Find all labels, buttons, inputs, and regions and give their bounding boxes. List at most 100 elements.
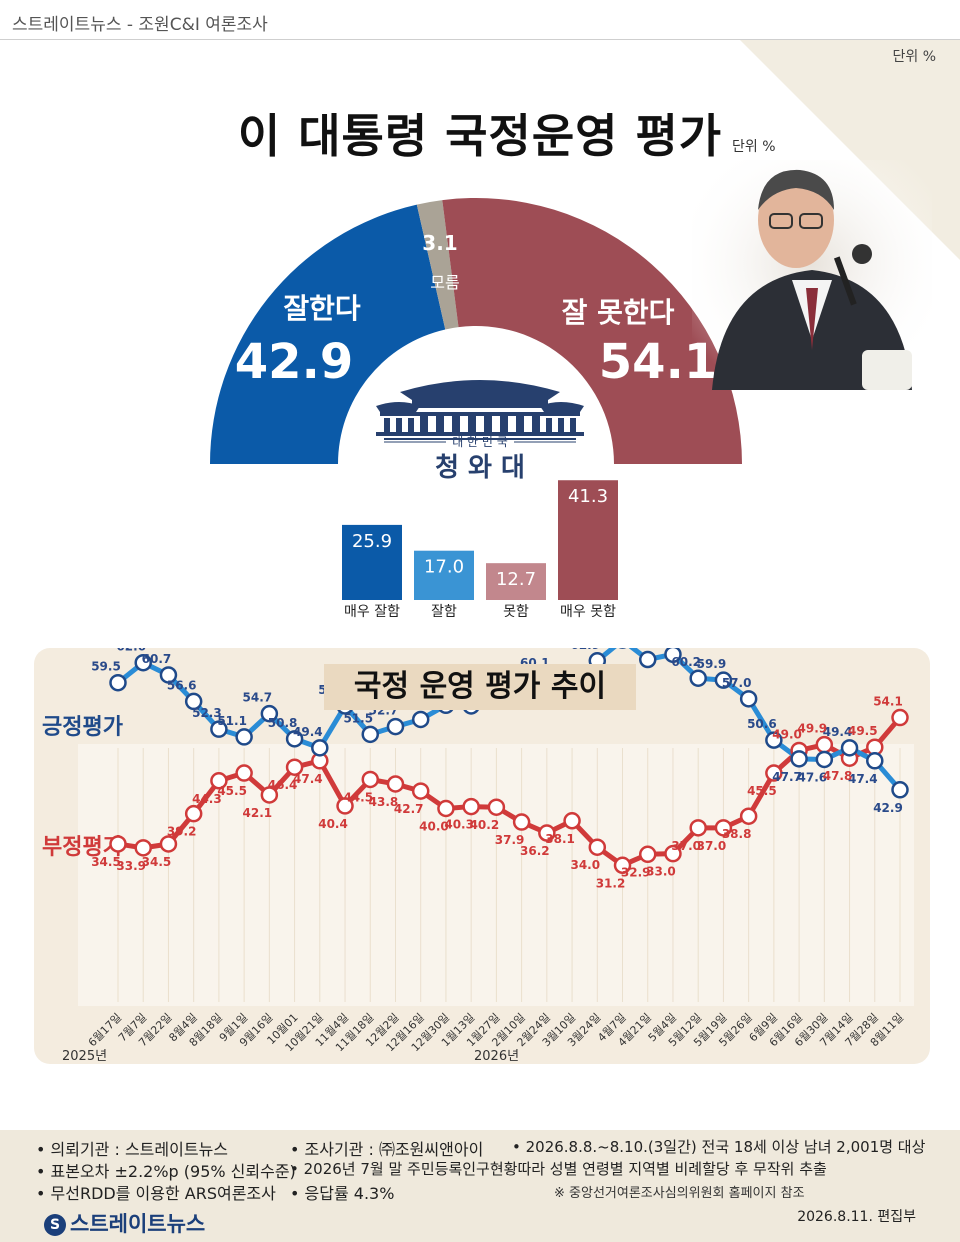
positive-point (386, 717, 405, 736)
positive-point (765, 731, 783, 749)
footer (0, 1130, 960, 1242)
negative-point (184, 804, 203, 823)
negative-point (159, 835, 178, 853)
footer-period: • 2026.8.8.~8.10.(3일간) 전국 18세 이상 남녀 2,00… (512, 1138, 926, 1156)
negative-point (134, 839, 152, 857)
positive-data-label: 47.4 (848, 772, 878, 786)
negative-data-label: 46.4 (268, 778, 298, 792)
negative-point (462, 797, 480, 816)
positive-data-label: 49.4 (823, 725, 853, 739)
detail-bar-label: 매우 못함 (560, 604, 616, 620)
footer-error: • 표본오차 ±2.2%p (95% 신뢰수준) (36, 1162, 296, 1181)
positive-point (714, 671, 733, 689)
negative-data-label: 39.2 (167, 825, 197, 839)
negative-data-label: 37.9 (495, 833, 525, 847)
negative-data-label: 37.0 (671, 839, 701, 853)
source-line: 스트레이트뉴스 - 조원C&I 여론조사 (12, 15, 268, 35)
emblem-name-label: 청 와 대 (435, 453, 525, 480)
negative-point (210, 772, 228, 790)
positive-point (285, 730, 304, 748)
page-title: 이 대통령 국정운영 평가 (237, 109, 723, 163)
positive-point (840, 739, 859, 757)
positive-point (235, 728, 253, 746)
negative-data-label: 44.5 (343, 790, 373, 804)
positive-label: 잘한다 (283, 292, 361, 325)
detail-bar (558, 480, 618, 600)
positive-point (311, 739, 329, 757)
positive-point (159, 666, 178, 684)
negative-data-label: 40.0 (419, 820, 449, 834)
positive-data-label: 62.9 (570, 648, 600, 652)
negative-series-label: 부정평가 (42, 835, 123, 860)
negative-point (235, 764, 253, 782)
negative-data-label: 49.9 (798, 722, 828, 736)
negative-point (563, 812, 581, 830)
negative-label: 잘 못한다 (562, 296, 675, 329)
negative-data-label: 43.8 (369, 795, 399, 809)
unit-label-top: 단위 % (892, 49, 936, 65)
negative-data-label: 36.2 (520, 844, 550, 858)
year-label-start: 2025년 (62, 1049, 107, 1064)
brand-name: 스트레이트뉴스 (70, 1212, 206, 1236)
negative-data-label: 54.1 (873, 695, 903, 709)
negative-point (285, 758, 304, 776)
detail-bars: 25.9 매우 잘함 17.0 잘함 12.7 못함 41.3 매우 못함 (342, 480, 618, 620)
arc-unknown (416, 200, 459, 330)
president-portrait (692, 160, 932, 390)
negative-data-label: 47.8 (823, 769, 853, 783)
positive-data-label: 63.1 (621, 648, 651, 651)
positive-data-label: 60.7 (142, 652, 172, 666)
negative-point (815, 735, 834, 754)
positive-data-label: 62.6 (116, 648, 146, 654)
negative-data-label: 40.2 (470, 818, 500, 832)
negative-point (588, 838, 607, 856)
negative-point (361, 770, 380, 789)
detail-bar-value: 12.7 (496, 569, 536, 590)
negative-point (260, 786, 279, 804)
positive-data-label: 50.6 (747, 717, 777, 731)
footer-client: • 의뢰기관 : 스트레이트뉴스 (36, 1140, 229, 1159)
arc-positive (210, 204, 446, 464)
positive-data-label: 47.6 (798, 770, 828, 784)
negative-data-label: 34.0 (570, 858, 600, 872)
negative-point (714, 819, 733, 837)
positive-data-label: 51.5 (343, 711, 373, 725)
negative-point (487, 798, 506, 816)
brand-s-icon: S (44, 1214, 66, 1236)
detail-bar-value: 41.3 (568, 486, 608, 507)
unknown-value: 3.1 (422, 231, 457, 255)
positive-data-label: 52.3 (192, 706, 222, 720)
detail-bar-value: 17.0 (424, 557, 464, 578)
negative-point (664, 844, 682, 863)
negative-point (336, 797, 354, 815)
negative-data-label: 38.1 (545, 832, 575, 846)
brand-logo: S 스트레이트뉴스 (44, 1208, 205, 1238)
positive-point (664, 648, 682, 664)
positive-point (815, 750, 834, 769)
positive-point (689, 669, 707, 687)
negative-data-label: 34.5 (91, 855, 121, 869)
negative-point (891, 708, 909, 727)
positive-point (210, 720, 228, 738)
positive-point (260, 704, 279, 723)
detail-bar (486, 563, 546, 600)
positive-point (134, 653, 152, 672)
footer-method: • 무선RDD를 이용한 ARS여론조사 (36, 1184, 276, 1203)
trend-title: 국정 운영 평가 추이 (324, 664, 636, 710)
negative-data-label: 40.4 (318, 817, 348, 831)
positive-point (361, 725, 380, 744)
positive-data-label: 60.2 (671, 655, 701, 669)
positive-point (638, 650, 657, 669)
negative-data-label: 47.4 (293, 772, 323, 786)
negative-point (386, 775, 405, 793)
negative-data-label: 45.5 (217, 784, 247, 798)
negative-point (638, 845, 657, 864)
detail-bar-label: 잘함 (431, 604, 457, 620)
negative-point (538, 824, 556, 842)
negative-data-label: 33.0 (646, 865, 676, 879)
positive-point (790, 750, 808, 768)
top-bar: 스트레이트뉴스 - 조원C&I 여론조사 (0, 0, 960, 40)
negative-data-label: 49.0 (772, 727, 802, 741)
negative-data-label: 32.9 (621, 865, 651, 879)
negative-point (437, 799, 455, 818)
